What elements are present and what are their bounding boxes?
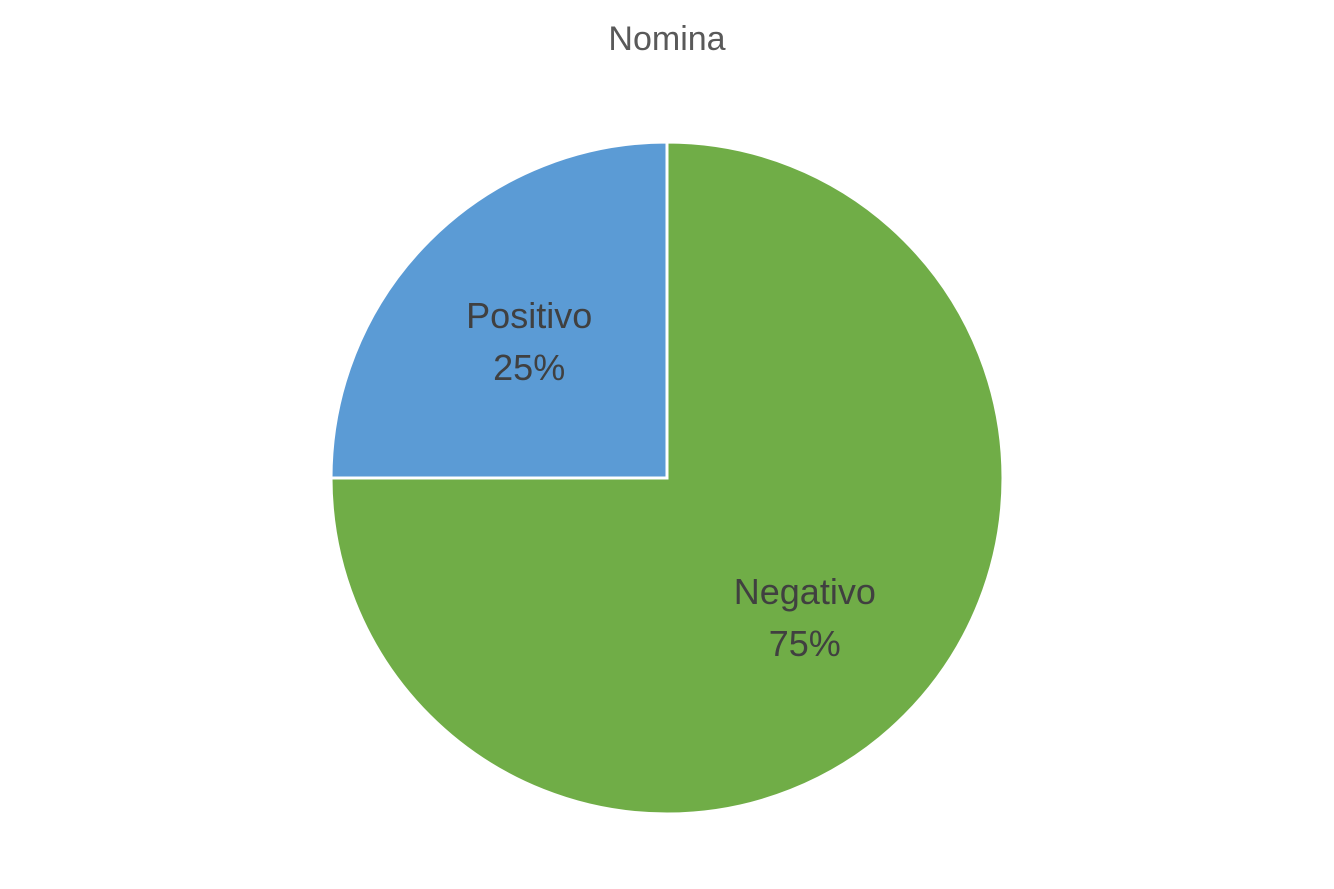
data-label-percent: 25% — [493, 347, 565, 388]
data-label-negativo: Negativo 75% — [734, 571, 876, 664]
chart-title: Nomina — [608, 20, 726, 58]
data-label-positivo: Positivo 25% — [466, 295, 592, 388]
data-label-name: Negativo — [734, 571, 876, 612]
pie-slices — [329, 140, 1005, 816]
pie-slice-positivo — [329, 140, 669, 480]
pie-slice-negativo — [329, 140, 1005, 816]
data-label-name: Positivo — [466, 295, 592, 336]
data-label-percent: 75% — [769, 623, 841, 664]
pie-labels: Negativo 75% Positivo 25% — [466, 295, 876, 664]
